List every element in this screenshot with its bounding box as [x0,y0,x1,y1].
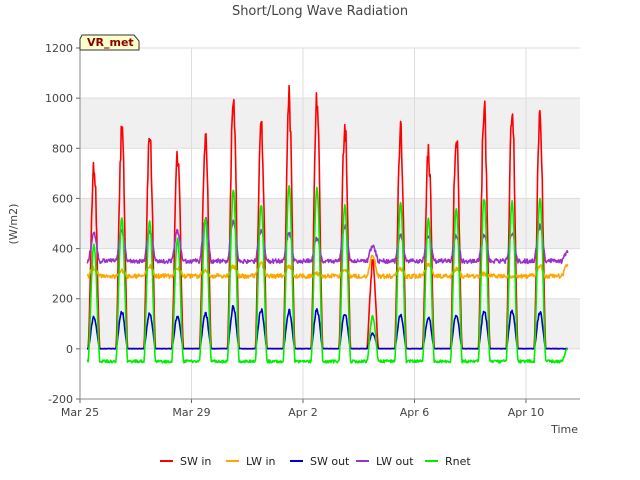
plot-background [80,48,580,399]
axes: -200 0 200 400 600 800 1000 1200 Mar 25 Mar 29 Apr… [45,42,580,419]
x-axis-label: Time [550,423,578,436]
chart-title: Short/Long Wave Radiation [232,4,408,19]
badge-label: VR_met [87,36,134,49]
plot-band [80,298,580,349]
legend-label: LW in [246,455,276,468]
series-line-lw-out [86,216,569,265]
legend: SW in LW in SW out LW out Rnet [160,455,471,468]
y-tick-label: 0 [66,343,73,356]
legend-label: SW in [180,455,211,468]
y-tick-label: 600 [52,192,73,205]
y-tick-label: 200 [52,293,73,306]
y-tick-label: -200 [48,393,73,406]
y-tick-label: 1200 [45,42,73,55]
y-tick-label: 1000 [45,92,73,105]
y-tick-label: 400 [52,243,73,256]
plot-band [80,198,580,249]
legend-label: LW out [376,455,414,468]
series-lines [86,84,569,364]
x-tick-label: Mar 29 [172,406,210,419]
series-line-rnet [86,184,568,364]
legend-label: Rnet [445,455,471,468]
series-line-sw-out [86,305,569,350]
site-badge: VR_met [79,34,140,51]
x-tick-label: Apr 6 [400,406,430,419]
x-tick-label: Apr 2 [288,406,318,419]
x-tick-label: Apr 10 [508,406,545,419]
plot-band [80,98,580,149]
y-tick-label: 800 [52,142,73,155]
x-tick-label: Mar 25 [61,406,99,419]
legend-label: SW out [310,455,350,468]
badge-shape [79,34,140,51]
y-axis-label: (W/m2) [7,204,20,245]
